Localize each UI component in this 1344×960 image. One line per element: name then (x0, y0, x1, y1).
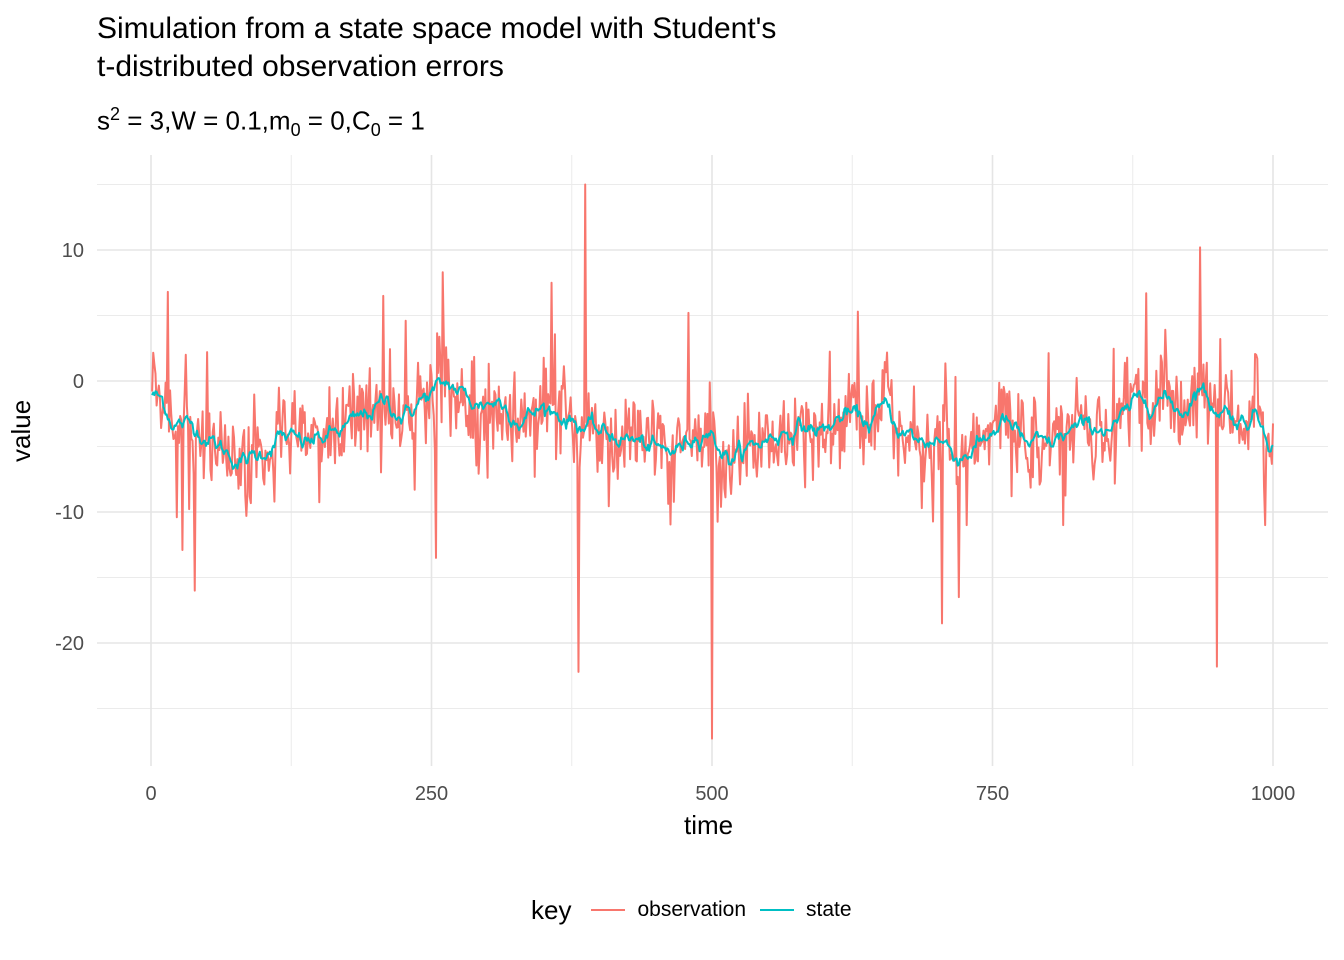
legend-item-observation: observation (591, 898, 746, 922)
subtitle-s-val: = 3, (120, 105, 172, 136)
y-tick-label: -20 (55, 633, 84, 655)
x-tick-label: 1000 (1251, 783, 1296, 805)
x-tick-label: 0 (145, 783, 156, 805)
x-axis-title: time (684, 810, 734, 840)
x-tick-label: 500 (695, 783, 728, 805)
chart-title-line-2: t-distributed observation errors (97, 50, 504, 83)
series-line-observation (151, 183, 1274, 740)
y-tick-label: 10 (62, 240, 84, 262)
legend-title: key (531, 894, 572, 925)
y-axis-title: value (6, 399, 36, 462)
y-tick-label: 0 (73, 371, 84, 393)
legend-label-observation: observation (637, 898, 747, 921)
chart-subtitle: s2 = 3,W = 0.1,m0 = 0,C0 = 1 (97, 104, 425, 141)
series-line-state (151, 377, 1274, 470)
legend-label-state: state (806, 898, 852, 921)
subtitle-m-val: = 0, (300, 105, 352, 136)
legend-swatch-state (760, 909, 795, 911)
legend-swatch-observation (591, 909, 626, 911)
y-tick-label: -10 (55, 502, 84, 524)
tick-labels: 0 250 500 750 1000 10 0 -10 -20 (55, 240, 1295, 805)
subtitle-c: C (351, 105, 371, 136)
subtitle-c-val: = 1 (380, 105, 425, 136)
subtitle-s: s (97, 105, 110, 136)
subtitle-m-sub: 0 (290, 119, 301, 140)
subtitle-m: m (268, 105, 291, 136)
chart-title-line-1: Simulation from a state space model with… (97, 12, 777, 45)
subtitle-w: W = 0.1, (171, 105, 269, 136)
subtitle-c-sub: 0 (370, 119, 381, 140)
subtitle-s-sup: 2 (110, 104, 121, 124)
x-tick-label: 250 (415, 783, 448, 805)
series-layer (151, 183, 1274, 740)
x-tick-label: 750 (976, 783, 1009, 805)
legend: key observation state (531, 893, 866, 927)
legend-item-state: state (760, 898, 852, 922)
